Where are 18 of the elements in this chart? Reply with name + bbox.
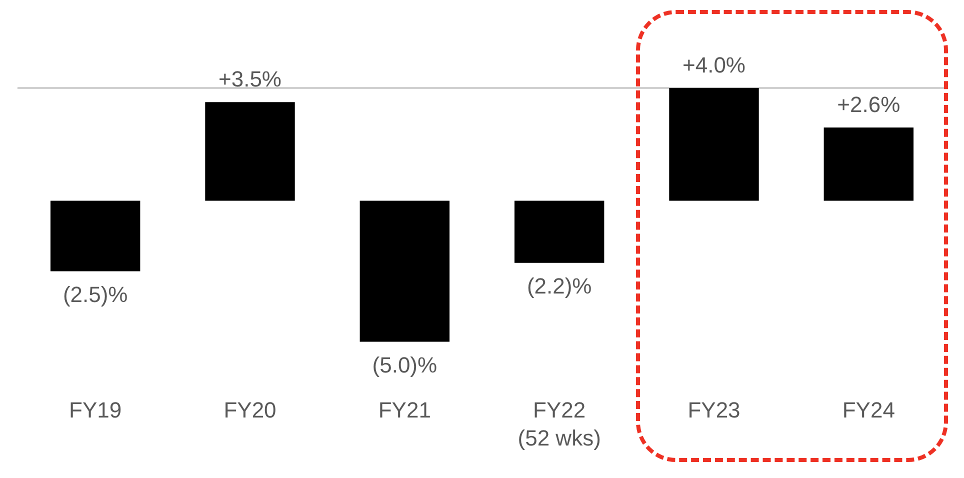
data-label: +3.5% xyxy=(218,66,282,92)
x-tick-label: FY22 (52 wks) xyxy=(518,398,601,450)
data-label: +2.6% xyxy=(837,92,900,117)
x-tick-label: FY19 xyxy=(69,398,122,422)
data-label: (2.5)% xyxy=(62,282,128,307)
bar xyxy=(205,102,295,201)
data-label: (5.0)% xyxy=(372,352,438,378)
x-tick-label: FY24 xyxy=(842,398,895,422)
bar xyxy=(50,200,140,272)
x-tick-label: FY21 xyxy=(378,398,431,422)
x-tick-label: FY20 xyxy=(224,398,276,422)
data-label: +4.0% xyxy=(682,52,746,78)
bar xyxy=(360,200,450,342)
data-label: (2.2)% xyxy=(526,273,592,298)
bar xyxy=(669,88,759,201)
bar xyxy=(824,127,914,201)
bar xyxy=(514,200,604,263)
x-tick-label: FY23 xyxy=(688,398,740,422)
